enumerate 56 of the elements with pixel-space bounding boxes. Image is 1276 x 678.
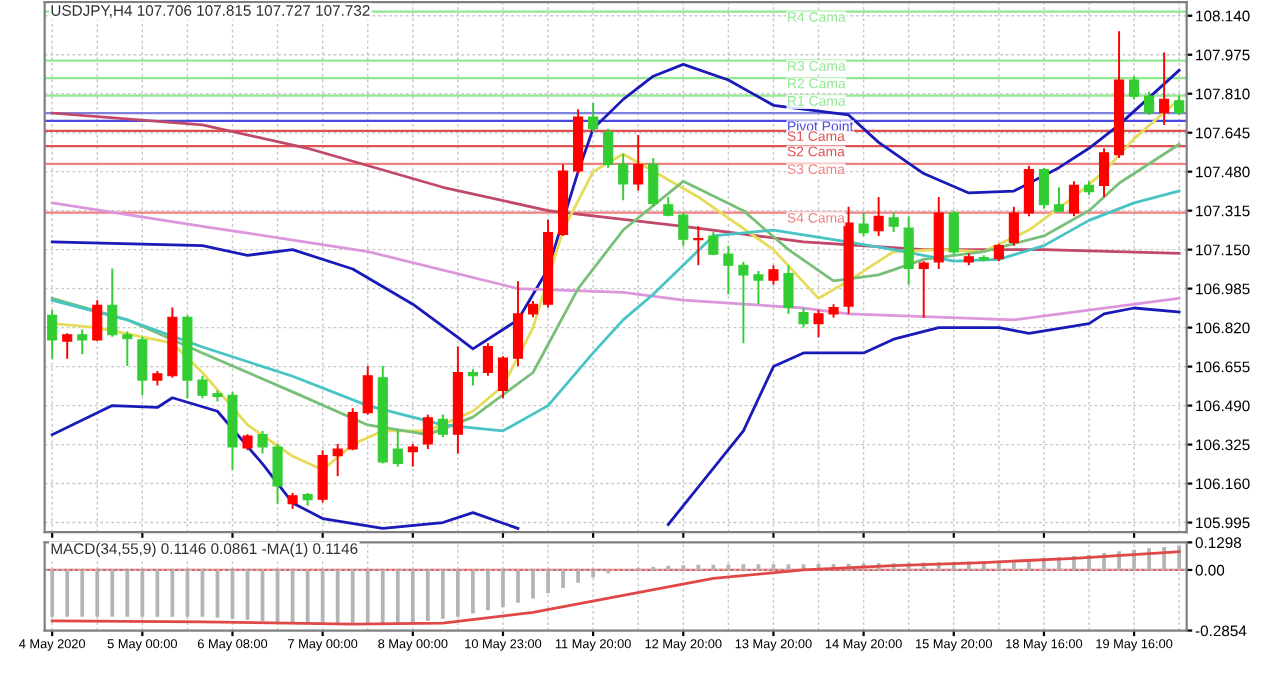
candlestick: [948, 209, 959, 257]
candlestick: [798, 307, 809, 329]
candlestick: [272, 442, 283, 505]
candlestick: [903, 215, 914, 286]
candlestick: [1053, 186, 1065, 214]
candlestick: [1174, 94, 1185, 116]
candlestick: [317, 449, 328, 504]
candlestick: [107, 267, 118, 338]
candlestick: [753, 269, 764, 306]
candlestick: [92, 299, 103, 343]
candlestick: [497, 355, 509, 400]
candlestick: [873, 195, 884, 237]
candlestick: [422, 413, 433, 451]
candlestick: [62, 332, 73, 360]
candlestick: [1038, 166, 1049, 210]
candlestick: [888, 211, 899, 233]
candlestick: [693, 225, 704, 267]
candlestick: [197, 374, 208, 400]
candlestick: [437, 413, 448, 439]
candlestick: [482, 342, 494, 377]
candlestick: [407, 442, 418, 468]
candlestick: [738, 260, 749, 345]
candlestick: [813, 308, 824, 339]
candlestick: [1068, 180, 1080, 218]
candlestick: [1023, 164, 1034, 218]
candlestick: [332, 442, 343, 478]
candlestick: [633, 134, 644, 192]
candlestick: [723, 244, 734, 296]
candlestick: [618, 152, 629, 202]
candlestick: [362, 364, 373, 416]
candlestick: [257, 429, 268, 455]
candlestick: [1129, 75, 1140, 101]
candlestick: [347, 407, 358, 452]
candlestick: [1098, 147, 1110, 198]
candlestick: [648, 157, 659, 208]
candlestick: [1008, 205, 1019, 247]
line-series: [50, 189, 1181, 433]
candlestick: [1159, 51, 1170, 126]
candlestick: [678, 211, 689, 247]
candlestick: [783, 264, 794, 315]
candlestick: [77, 328, 88, 356]
candlestick: [47, 308, 58, 360]
line-series: [50, 201, 1181, 322]
candlestick: [392, 429, 403, 468]
candlestick: [512, 280, 524, 367]
candlestick: [858, 211, 869, 237]
candlestick: [122, 330, 133, 367]
candlestick: [137, 335, 148, 397]
line-series: [666, 306, 1181, 526]
line-series: [50, 396, 520, 530]
candlestick: [768, 264, 779, 286]
candlestick: [918, 260, 929, 319]
line-series: [50, 111, 1181, 255]
candlestick: [588, 101, 599, 133]
candlestick: [1144, 90, 1155, 116]
candlestick: [603, 127, 614, 169]
